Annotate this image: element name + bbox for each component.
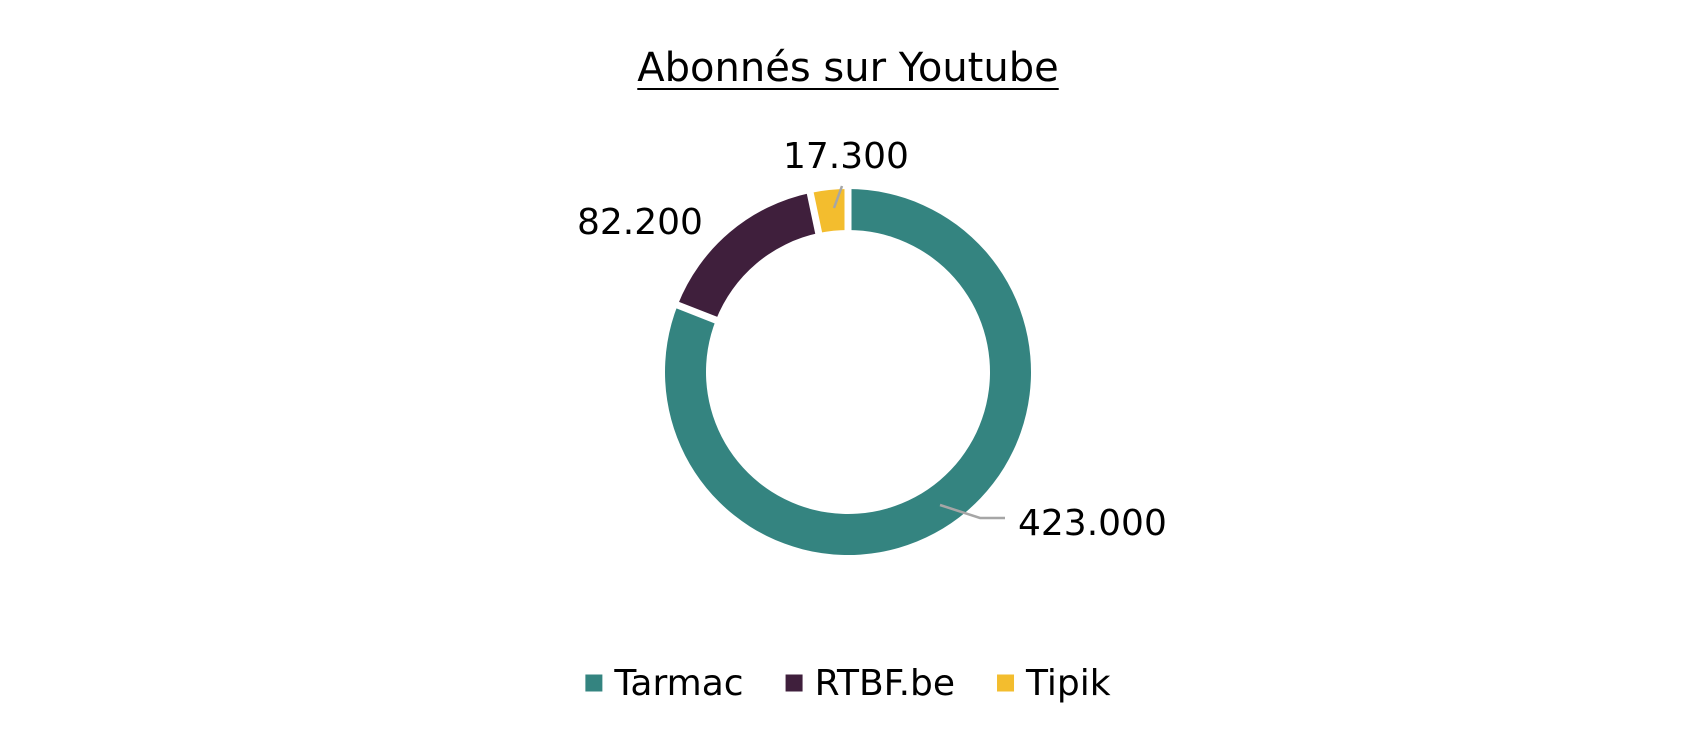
leader-line-tipik — [832, 185, 844, 209]
slice-separator — [806, 190, 823, 236]
data-label-tarmac: 423.000 — [1018, 503, 1167, 544]
legend-label-tipik: Tipik — [1025, 663, 1111, 704]
leader-lines — [832, 185, 1005, 520]
slice-rtbf-be — [677, 192, 819, 321]
legend-label-tarmac: Tarmac — [613, 663, 743, 704]
chart-title: Abonnés sur Youtube — [637, 45, 1058, 91]
data-label-tipik: 17.300 — [783, 136, 909, 177]
data-labels: 423.000 82.200 17.300 — [577, 136, 1167, 544]
data-label-rtbf-be: 82.200 — [577, 202, 703, 243]
doughnut-slices — [665, 187, 1032, 555]
legend: Tarmac RTBF.be Tipik — [585, 663, 1111, 704]
leader-line-tarmac — [939, 503, 1005, 520]
legend-swatch-rtbf-be — [785, 674, 803, 692]
legend-swatch-tipik — [997, 674, 1015, 692]
legend-label-rtbf-be: RTBF.be — [815, 663, 955, 704]
slice-separator — [674, 301, 719, 325]
legend-swatch-tarmac — [585, 674, 603, 692]
